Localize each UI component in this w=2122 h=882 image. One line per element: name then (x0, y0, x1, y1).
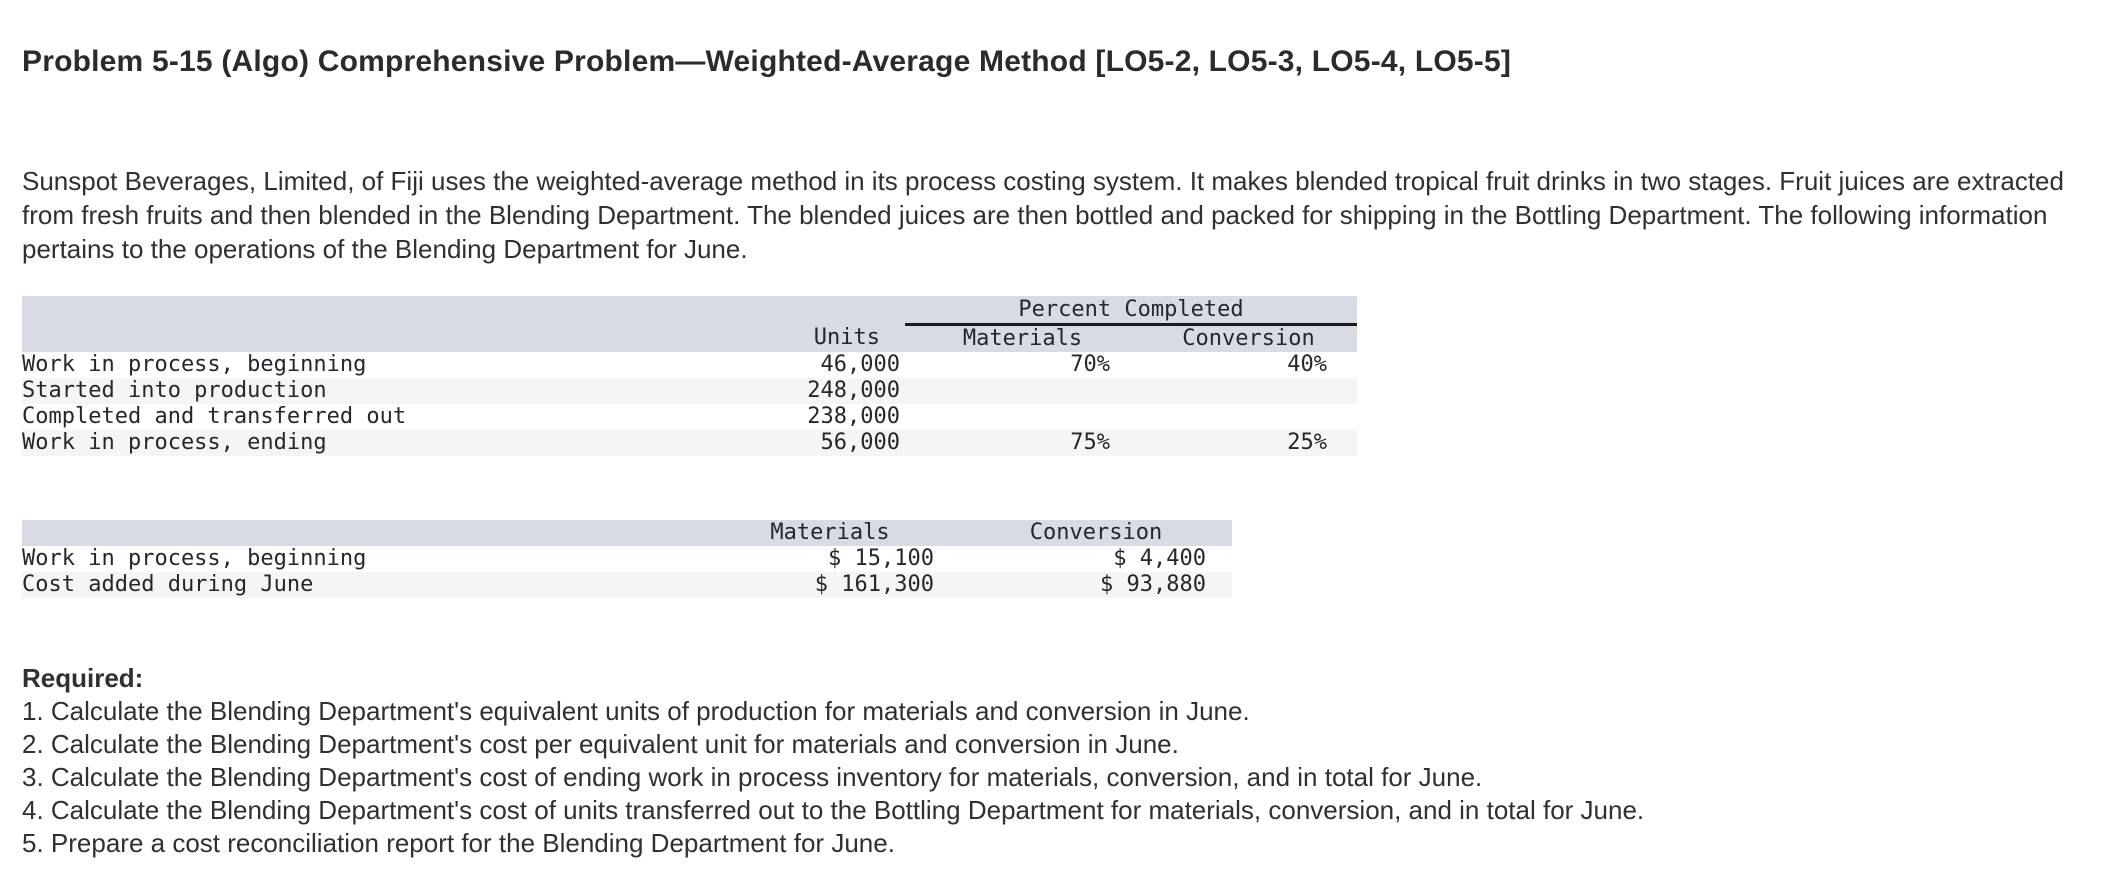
required-heading: Required: (22, 663, 144, 693)
materials-cost: $ 15,100 (828, 546, 934, 571)
intro-paragraph: Sunspot Beverages, Limited, of Fiji uses… (22, 166, 2064, 264)
materials-column-header: Materials (905, 324, 1140, 352)
row-label: Completed and transferred out (22, 404, 407, 429)
conversion-percent: 25% (1140, 430, 1358, 456)
row-label: Work in process, beginning (22, 352, 367, 377)
required-item-2: 2. Calculate the Blending Department's c… (22, 729, 1179, 759)
units-table: Percent Completed Units Materials Conver… (22, 296, 1358, 456)
materials-percent (905, 378, 1140, 404)
conversion-percent: 40% (1287, 352, 1328, 377)
conversion-cost: $ 93,880 (960, 572, 1232, 598)
conversion-percent (1140, 378, 1358, 404)
units-column-header: Units (760, 324, 905, 352)
required-item-4: 4. Calculate the Blending Department's c… (22, 795, 1645, 825)
units-value: 56,000 (760, 430, 905, 456)
table-row: Completed and transferred out 238,000 (22, 404, 1357, 430)
units-table-group-header-row: Percent Completed (22, 296, 1358, 326)
required-item-5: 5. Prepare a cost reconciliation report … (22, 828, 895, 858)
table-row: Cost added during June $ 161,300 $ 93,88… (22, 572, 1232, 598)
materials-percent: 75% (905, 430, 1140, 456)
materials-cost: $ 161,300 (700, 572, 960, 598)
materials-percent (905, 404, 1140, 430)
label-column-header (22, 520, 700, 546)
table-row: Work in process, ending 56,000 75% 25% (22, 430, 1358, 456)
page-title: Problem 5-15 (Algo) Comprehensive Proble… (22, 45, 1512, 78)
table-row: Work in process, beginning $ 15,100 $ 4,… (22, 546, 1232, 572)
required-item-3: 3. Calculate the Blending Department's c… (22, 762, 1483, 792)
required-section: Required: 1. Calculate the Blending Depa… (22, 662, 2092, 860)
cost-table: Materials Conversion Work in process, be… (22, 520, 1232, 598)
row-label: Started into production (22, 378, 760, 404)
cost-table-header-row: Materials Conversion (22, 520, 1232, 546)
conversion-cost: $ 4,400 (1113, 546, 1206, 571)
table-row: Work in process, beginning 46,000 70% 40… (22, 352, 1357, 378)
materials-column-header: Materials (700, 520, 960, 546)
row-label: Work in process, beginning (22, 546, 367, 571)
units-value: 238,000 (807, 404, 900, 429)
units-value: 46,000 (820, 352, 900, 377)
percent-completed-group-header: Percent Completed (905, 296, 1358, 326)
conversion-column-header: Conversion (960, 520, 1232, 546)
conversion-percent (1140, 404, 1357, 430)
table-row: Started into production 248,000 (22, 378, 1358, 404)
required-item-1: 1. Calculate the Blending Department's e… (22, 696, 1250, 726)
conversion-column-header: Conversion (1140, 324, 1358, 352)
group-header-spacer (22, 296, 905, 325)
problem-page: Problem 5-15 (Algo) Comprehensive Proble… (22, 45, 2092, 860)
row-label: Cost added during June (22, 572, 700, 598)
label-column-header (22, 324, 760, 352)
row-label: Work in process, ending (22, 430, 760, 456)
units-table-header-row: Units Materials Conversion (22, 324, 1358, 352)
materials-percent: 70% (1070, 352, 1110, 377)
units-value: 248,000 (760, 378, 905, 404)
